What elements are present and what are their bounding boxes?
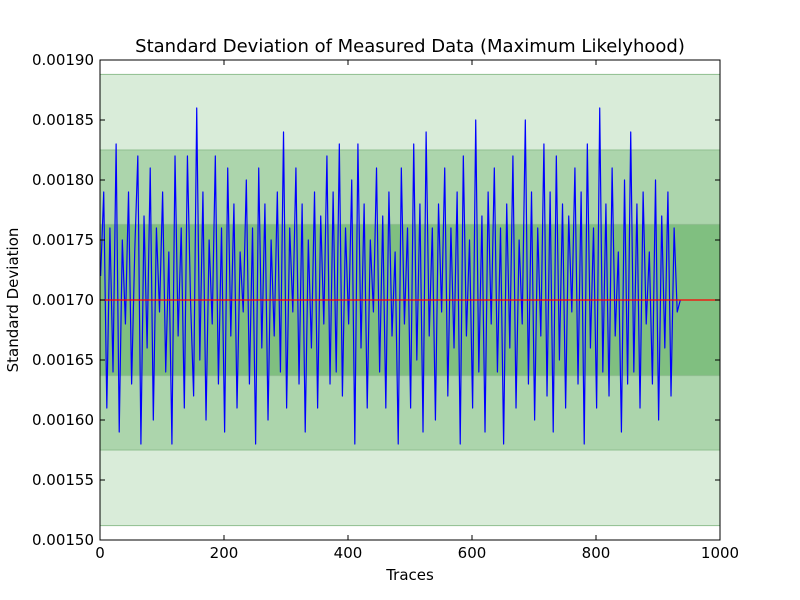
x-tick-label: 800 [582, 544, 611, 562]
y-tick-label: 0.00185 [32, 111, 94, 129]
series-line-1 [100, 107, 681, 445]
x-tick-label: 0 [95, 544, 105, 562]
series-lines [100, 107, 681, 445]
y-tick-label: 0.00155 [32, 471, 94, 489]
y-tick-label: 0.00160 [32, 411, 94, 429]
x-tick-label: 200 [210, 544, 239, 562]
y-tick-label: 0.00170 [32, 291, 94, 309]
y-axis-ticks: 0.00150 0.00155 0.00160 0.00165 0.00170 0.001… [32, 51, 720, 549]
y-tick-label: 0.00165 [32, 351, 94, 369]
x-axis-label: Traces [385, 566, 434, 584]
y-tick-label: 0.00175 [32, 231, 94, 249]
chart-title: Standard Deviation of Measured Data (Max… [135, 36, 685, 57]
x-tick-label: 600 [458, 544, 487, 562]
y-tick-label: 0.00180 [32, 171, 94, 189]
x-axis-ticks: 0 200 400 600 800 1000 [95, 60, 739, 562]
x-tick-label: 1000 [701, 544, 739, 562]
y-tick-label: 0.00190 [32, 51, 94, 69]
x-tick-label: 400 [334, 544, 363, 562]
y-axis-label: Standard Deviation [4, 228, 22, 373]
y-tick-label: 0.00150 [32, 531, 94, 549]
